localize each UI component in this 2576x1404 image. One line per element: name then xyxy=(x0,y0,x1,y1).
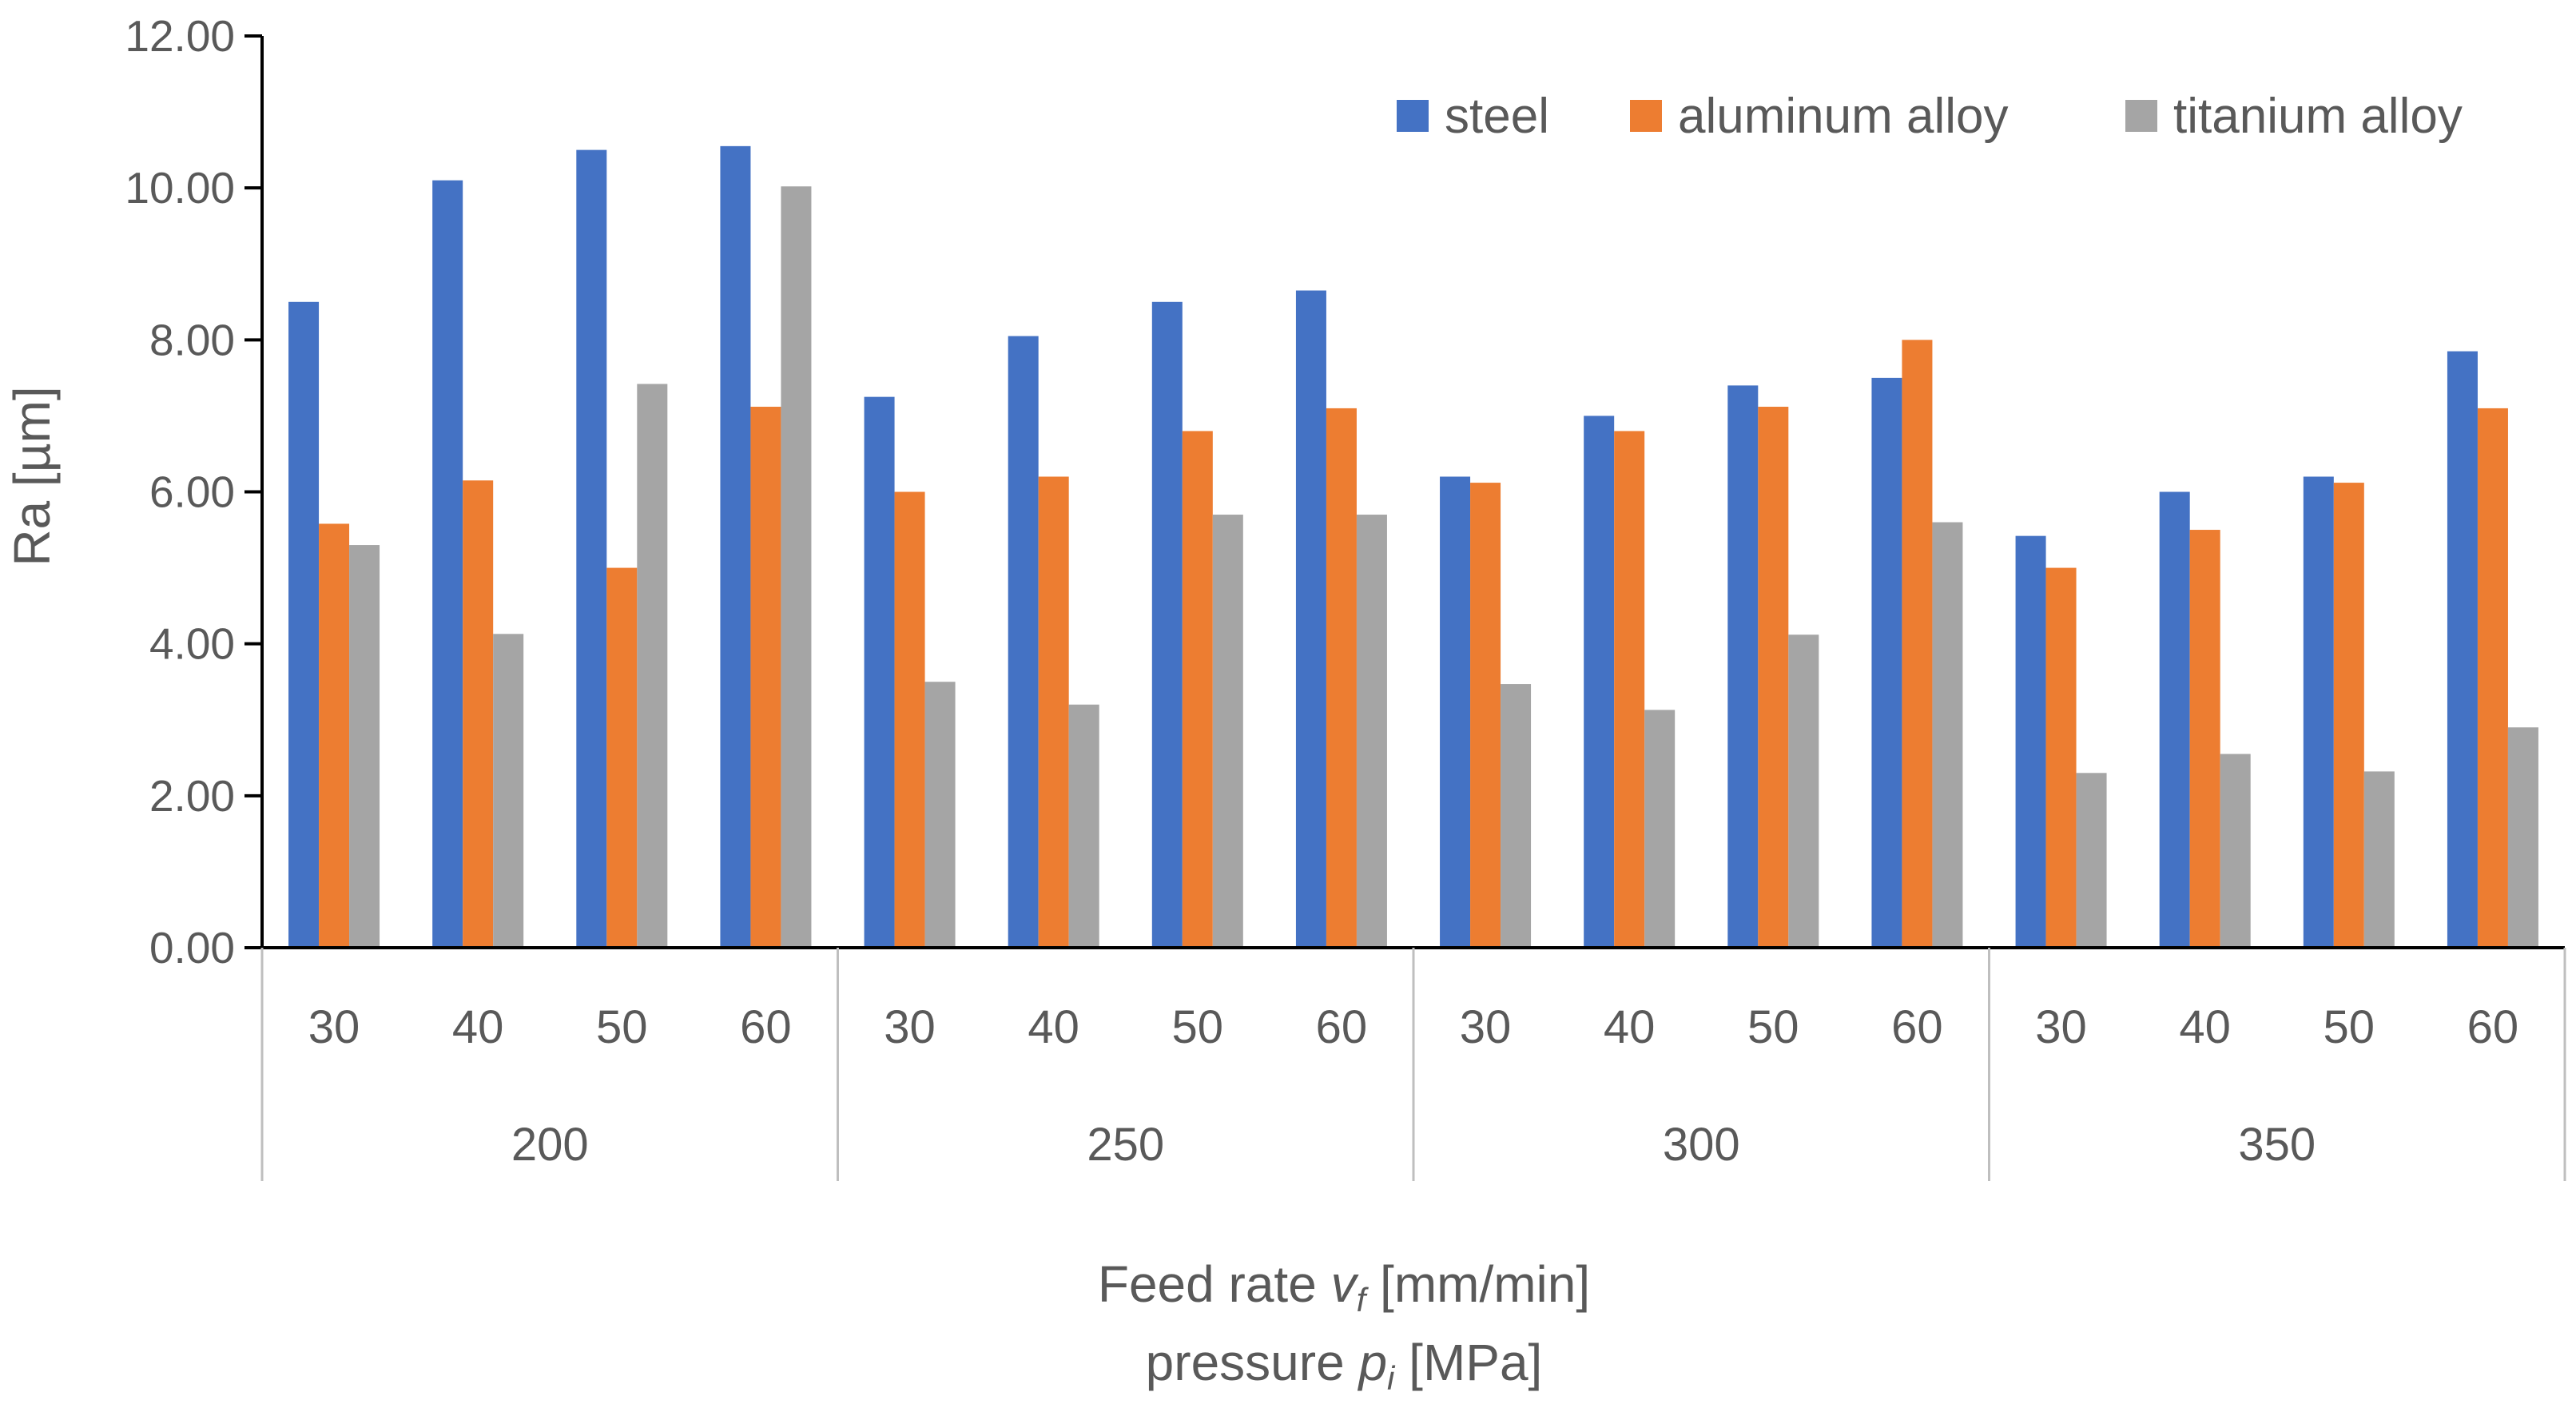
legend: steel aluminum alloy titanium alloy xyxy=(1397,89,2463,144)
x-category-labels: 30 40 50 60 30 40 50 60 30 40 50 60 30 40 50 60 xyxy=(308,1001,2518,1053)
bar-steel-14 xyxy=(2303,476,2334,948)
bar-titanium-alloy-0 xyxy=(349,545,380,948)
bar-aluminum-alloy-11 xyxy=(1902,340,1933,948)
bar-steel-7 xyxy=(1295,290,1326,948)
legend-swatch-titanium-alloy xyxy=(2125,100,2157,132)
x-title-2-prefix: pressure xyxy=(1146,1334,1359,1391)
x-title-1-suffix: [mm/min] xyxy=(1366,1255,1590,1313)
bar-aluminum-alloy-6 xyxy=(1182,431,1213,948)
bar-titanium-alloy-13 xyxy=(2220,754,2251,948)
x-group-label: 200 xyxy=(511,1119,589,1171)
x-category-label: 60 xyxy=(1891,1001,1943,1053)
bar-titanium-alloy-11 xyxy=(1932,522,1963,948)
bar-steel-2 xyxy=(576,149,607,948)
bar-steel-11 xyxy=(1871,377,1902,948)
y-tick-label: 0.00 xyxy=(149,923,235,972)
x-category-label: 30 xyxy=(308,1001,360,1053)
x-category-label: 30 xyxy=(2035,1001,2087,1053)
y-tick-label: 12.00 xyxy=(125,11,235,61)
bar-aluminum-alloy-3 xyxy=(750,407,781,948)
bar-steel-4 xyxy=(864,396,895,948)
x-title-2-suffix: [MPa] xyxy=(1394,1334,1542,1391)
x-group-label: 350 xyxy=(2238,1119,2316,1171)
x-title-2-var: p xyxy=(1357,1334,1387,1391)
legend-swatch-steel xyxy=(1397,100,1429,132)
bar-titanium-alloy-14 xyxy=(2363,771,2395,948)
x-category-label: 60 xyxy=(1316,1001,1368,1053)
x-category-label: 40 xyxy=(452,1001,504,1053)
bar-aluminum-alloy-0 xyxy=(319,523,350,948)
x-axis-title-pressure: pressure pi [MPa] xyxy=(1146,1334,1543,1397)
bar-aluminum-alloy-12 xyxy=(2045,567,2077,948)
bar-aluminum-alloy-2 xyxy=(606,567,638,948)
y-tick-label: 4.00 xyxy=(149,619,235,669)
bar-steel-8 xyxy=(1440,476,1471,948)
x-category-label: 50 xyxy=(596,1001,648,1053)
bar-steel-12 xyxy=(2015,535,2046,948)
bar-aluminum-alloy-10 xyxy=(1758,407,1789,948)
x-axis-title-feed-rate: Feed rate vf [mm/min] xyxy=(1098,1255,1590,1318)
bar-titanium-alloy-8 xyxy=(1501,684,1532,948)
x-category-label: 30 xyxy=(884,1001,936,1053)
x-category-label: 40 xyxy=(1028,1001,1079,1053)
bars xyxy=(288,145,2538,949)
x-group-label: 250 xyxy=(1087,1119,1164,1171)
x-category-label: 50 xyxy=(1747,1001,1799,1053)
bar-aluminum-alloy-14 xyxy=(2333,483,2364,948)
bar-titanium-alloy-9 xyxy=(1644,710,1676,948)
x-category-label: 60 xyxy=(740,1001,792,1053)
bar-steel-6 xyxy=(1151,301,1183,949)
y-tick-labels: 0.00 2.00 4.00 6.00 8.00 10.00 12.00 xyxy=(125,11,262,972)
legend-label-aluminum-alloy: aluminum alloy xyxy=(1678,89,2009,144)
bar-aluminum-alloy-7 xyxy=(1326,408,1357,948)
bar-steel-1 xyxy=(432,180,463,949)
bar-titanium-alloy-7 xyxy=(1356,515,1387,948)
bar-aluminum-alloy-15 xyxy=(2477,408,2508,948)
bar-titanium-alloy-5 xyxy=(1068,704,1099,948)
x-group-label: 300 xyxy=(1663,1119,1740,1171)
bar-titanium-alloy-15 xyxy=(2507,727,2538,948)
x-title-2-sub: i xyxy=(1387,1359,1396,1397)
bar-titanium-alloy-10 xyxy=(1788,634,1819,948)
bar-steel-9 xyxy=(1584,416,1615,948)
y-tick-label: 2.00 xyxy=(149,771,235,821)
bar-titanium-alloy-6 xyxy=(1212,515,1243,948)
bar-aluminum-alloy-13 xyxy=(2189,530,2220,948)
bar-aluminum-alloy-4 xyxy=(894,491,925,948)
x-title-1-prefix: Feed rate xyxy=(1098,1255,1331,1313)
bar-titanium-alloy-2 xyxy=(637,384,668,948)
legend-label-titanium-alloy: titanium alloy xyxy=(2173,89,2463,144)
legend-swatch-aluminum-alloy xyxy=(1630,100,1662,132)
bar-steel-10 xyxy=(1727,385,1759,949)
x-category-label: 50 xyxy=(1172,1001,1224,1053)
bar-aluminum-alloy-1 xyxy=(463,480,494,948)
bar-steel-13 xyxy=(2159,491,2190,948)
bar-steel-3 xyxy=(720,145,751,948)
x-group-labels: 200 250 300 350 xyxy=(511,1119,2316,1171)
y-tick-label: 10.00 xyxy=(125,163,235,213)
x-category-label: 40 xyxy=(1604,1001,1656,1053)
bar-aluminum-alloy-9 xyxy=(1614,431,1645,948)
x-category-label: 40 xyxy=(2179,1001,2231,1053)
bar-aluminum-alloy-5 xyxy=(1038,476,1069,948)
x-category-label: 30 xyxy=(1460,1001,1512,1053)
x-category-label: 60 xyxy=(2467,1001,2519,1053)
y-tick-label: 6.00 xyxy=(149,467,235,517)
x-group-dividers xyxy=(260,948,2566,1181)
legend-label-steel: steel xyxy=(1445,89,1549,144)
y-tick-label: 8.00 xyxy=(149,315,235,364)
x-category-label: 50 xyxy=(2324,1001,2375,1053)
y-axis-title: Ra [µm] xyxy=(3,386,61,566)
bar-steel-15 xyxy=(2447,351,2478,948)
bar-titanium-alloy-4 xyxy=(924,682,956,948)
x-title-1-var: v xyxy=(1331,1255,1360,1313)
bar-titanium-alloy-3 xyxy=(781,186,812,948)
bar-titanium-alloy-12 xyxy=(2076,773,2107,948)
bar-steel-0 xyxy=(288,301,320,949)
bar-titanium-alloy-1 xyxy=(493,634,524,948)
bar-steel-5 xyxy=(1008,336,1039,948)
bar-aluminum-alloy-8 xyxy=(1470,483,1501,948)
